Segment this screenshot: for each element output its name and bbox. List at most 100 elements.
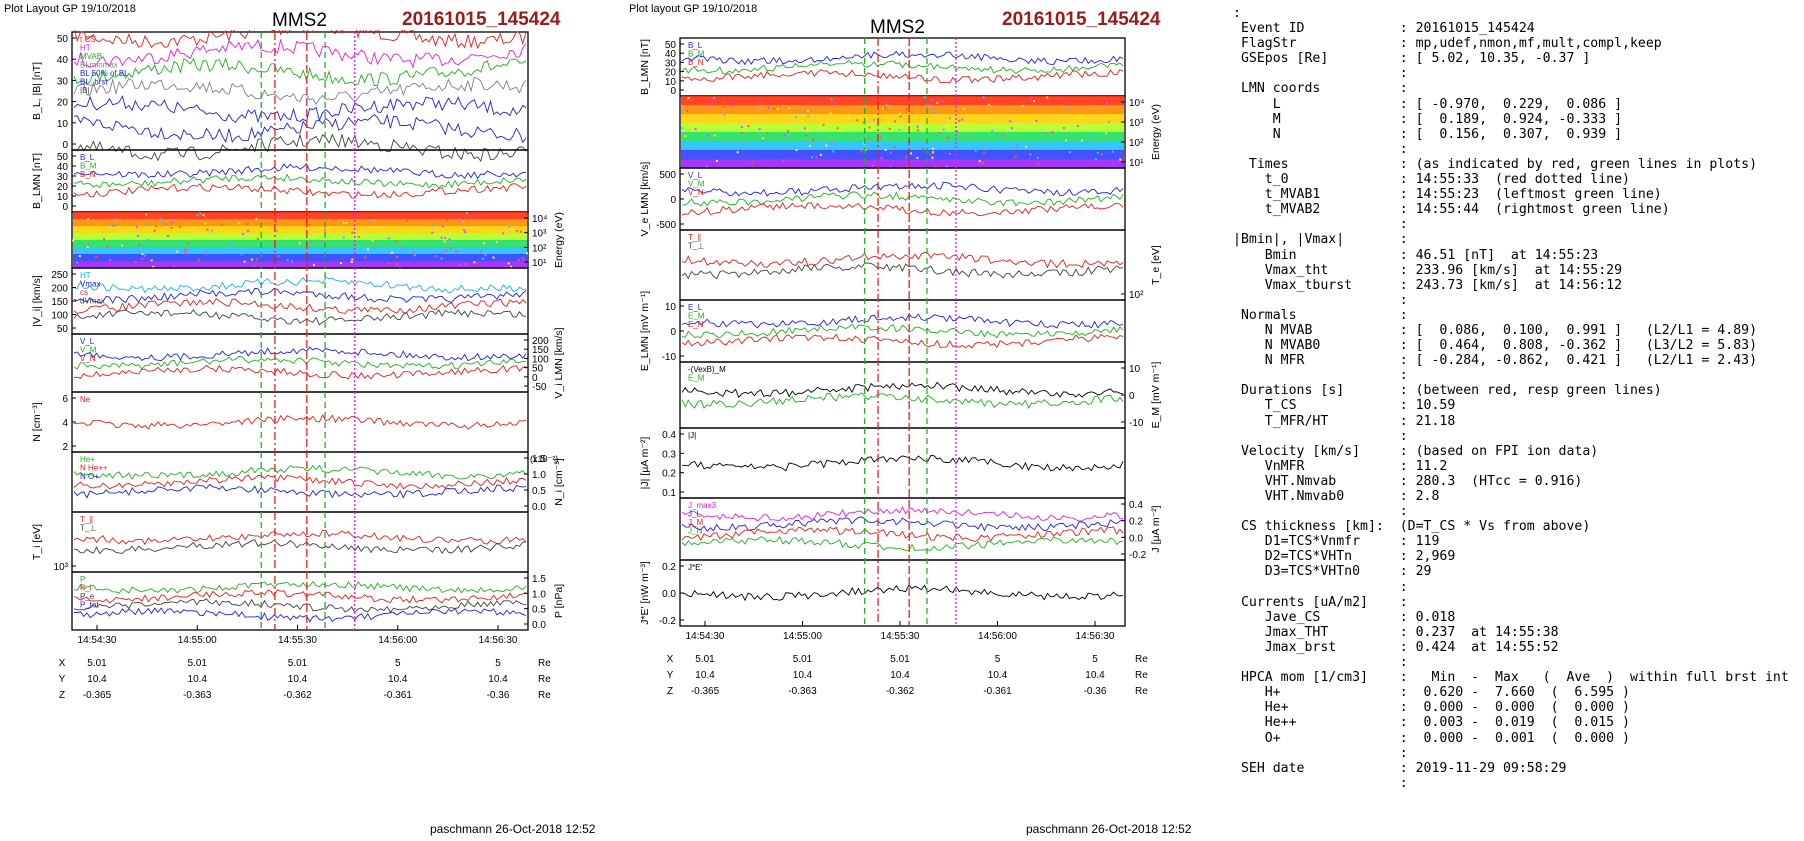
y-axis-label: E_M [mV m⁻¹] bbox=[1150, 362, 1162, 429]
spectrogram-speck bbox=[762, 137, 765, 140]
y-tick-label: 100 bbox=[532, 354, 549, 365]
y-tick-label: -10 bbox=[1129, 418, 1144, 429]
panel-9: -0.2 0.0 0.2 J*E' [nW m⁻³] J*E' bbox=[639, 559, 1126, 627]
y-tick-label: 50 bbox=[665, 40, 677, 51]
spectrogram-speck bbox=[345, 222, 348, 225]
y-tick-label: 10³ bbox=[1129, 118, 1144, 129]
spectrogram-speck bbox=[277, 255, 280, 258]
spectrogram-speck bbox=[521, 257, 524, 260]
spectrogram-speck bbox=[448, 238, 451, 241]
info-line: GSEpos [Re] : [ 5.02, 10.35, -0.37 ] bbox=[1233, 51, 1591, 67]
spectrogram-speck bbox=[388, 262, 391, 265]
y-axis-label: B_LMN [nT] bbox=[31, 153, 43, 209]
info-line: Jmax_brst : 0.424 at 14:55:52 bbox=[1233, 639, 1559, 655]
y-axis-label: |V_i| [km/s] bbox=[31, 275, 43, 327]
spectrogram-speck bbox=[87, 243, 90, 246]
series-line bbox=[73, 276, 527, 294]
spectrogram-speck bbox=[184, 252, 187, 255]
info-line: N MVAB0 : [ 0.464, 0.808, -0.362 ] (L3/L… bbox=[1233, 338, 1758, 354]
coord-value: 10.4 bbox=[288, 674, 308, 685]
series-line bbox=[73, 355, 527, 370]
y-tick-label: 0.5 bbox=[532, 605, 546, 616]
y-tick-label: 0 bbox=[532, 373, 538, 384]
coord-value: -0.362 bbox=[283, 690, 312, 701]
spectrogram-speck bbox=[799, 110, 802, 113]
y-tick-label: 10² bbox=[1129, 290, 1144, 301]
spectrogram-speck bbox=[176, 250, 179, 253]
legend-entry: E_M bbox=[688, 312, 705, 321]
legend-entry: T_⊥ bbox=[80, 524, 96, 533]
spectrogram-band bbox=[73, 233, 527, 241]
spectrogram-speck bbox=[152, 265, 155, 268]
panel-frame bbox=[71, 511, 529, 573]
spectrogram-speck bbox=[229, 242, 232, 245]
y-tick-label: 6 bbox=[62, 394, 68, 405]
spectrogram-speck bbox=[783, 134, 786, 137]
info-line: Normals : bbox=[1233, 307, 1408, 323]
spectrogram-speck bbox=[507, 262, 510, 265]
spectrogram-speck bbox=[872, 164, 875, 167]
y-tick-label: 250 bbox=[51, 270, 68, 281]
spectrogram-speck bbox=[1035, 119, 1038, 122]
series-line bbox=[681, 535, 1124, 551]
coord-unit: Re bbox=[538, 674, 551, 685]
spectrogram-speck bbox=[145, 213, 148, 216]
info-line: : bbox=[1233, 217, 1408, 233]
spectrogram-speck bbox=[705, 165, 708, 168]
spectrogram-speck bbox=[519, 230, 522, 233]
spectrogram-speck bbox=[492, 256, 495, 259]
series-line bbox=[73, 598, 527, 614]
spectrogram-speck bbox=[833, 102, 836, 105]
spectrogram-speck bbox=[277, 216, 280, 219]
spectrogram-speck bbox=[444, 237, 447, 240]
spectrogram-speck bbox=[342, 221, 345, 224]
spectrogram-speck bbox=[465, 212, 468, 215]
spectrogram-speck bbox=[894, 120, 897, 123]
spectrogram-speck bbox=[510, 265, 513, 268]
y-tick-label: 0.2 bbox=[662, 469, 676, 480]
spectrogram-speck bbox=[723, 105, 726, 108]
spectrogram-speck bbox=[991, 129, 994, 132]
spectrogram-speck bbox=[948, 152, 951, 155]
spectrogram-speck bbox=[76, 261, 79, 264]
spectrogram-speck bbox=[807, 115, 810, 118]
y-tick-label: 0.3 bbox=[662, 449, 676, 460]
y-axis-label: B_L, |B| [nT] bbox=[31, 62, 43, 120]
series-line bbox=[681, 181, 1124, 197]
spectrogram-speck bbox=[324, 229, 327, 232]
info-line: VnMFR : 11.2 bbox=[1233, 458, 1448, 474]
legend-entry: E_N bbox=[688, 320, 704, 329]
spectrogram-speck bbox=[687, 97, 690, 100]
spectrogram-speck bbox=[357, 235, 360, 238]
spectrogram-speck bbox=[112, 224, 115, 227]
spectrogram-band bbox=[681, 159, 1124, 169]
y-axis-label: P [nPa] bbox=[553, 584, 565, 618]
spectrogram-speck bbox=[1036, 162, 1039, 165]
spectrogram-speck bbox=[948, 117, 951, 120]
spectrogram-speck bbox=[308, 223, 311, 226]
y-tick-label: 50 bbox=[57, 34, 69, 45]
spectrogram-speck bbox=[187, 242, 190, 245]
spectrogram-speck bbox=[394, 240, 397, 243]
spectrogram-speck bbox=[246, 230, 249, 233]
spectrogram-speck bbox=[1046, 96, 1049, 99]
panel-frame bbox=[679, 427, 1126, 499]
spectrogram-speck bbox=[134, 261, 137, 264]
spectrogram-speck bbox=[114, 218, 117, 221]
legend-entry: V_M bbox=[80, 346, 97, 355]
spectrogram-speck bbox=[370, 221, 373, 224]
coord-value: 5.01 bbox=[793, 654, 813, 665]
spectrogram-speck bbox=[443, 240, 446, 243]
y-tick-label: 0.5 bbox=[532, 486, 546, 497]
y-axis-label: Energy (eV) bbox=[1150, 104, 1162, 160]
spectrogram-speck bbox=[788, 107, 791, 110]
spectrogram-speck bbox=[879, 136, 882, 139]
spectrogram-speck bbox=[856, 119, 859, 122]
spectrogram-speck bbox=[1036, 156, 1039, 159]
spectrogram-speck bbox=[921, 148, 924, 151]
panel-1: 0 10 20 30 40 50 B_L, |B| [nT] t CSHTMVABBLminm… bbox=[31, 30, 529, 163]
spectrogram-speck bbox=[495, 240, 498, 243]
